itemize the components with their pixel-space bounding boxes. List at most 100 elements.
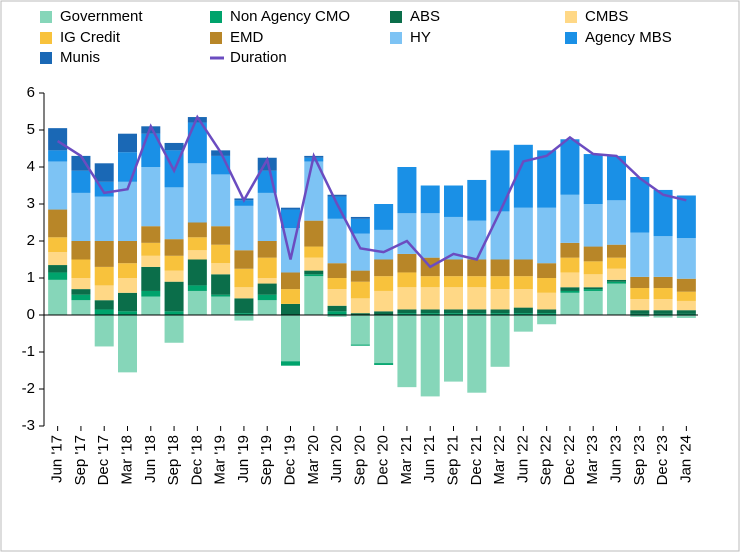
bar-segment bbox=[513, 307, 533, 314]
bar-segment bbox=[676, 278, 696, 292]
bar-segment bbox=[583, 289, 603, 291]
bar-segment bbox=[513, 259, 533, 277]
legend-label: Government bbox=[60, 8, 143, 25]
bar-segment bbox=[583, 287, 603, 290]
bar-segment bbox=[653, 189, 673, 237]
x-tick-label: Dec '21 bbox=[468, 435, 485, 485]
legend-swatch bbox=[40, 32, 52, 44]
bar-segment bbox=[211, 174, 231, 227]
bar-segment bbox=[513, 276, 533, 290]
bar-segment bbox=[560, 272, 580, 288]
bar-segment bbox=[304, 276, 324, 315]
bar-segment bbox=[630, 299, 650, 311]
bar-segment bbox=[374, 276, 394, 291]
bar-segment bbox=[444, 276, 463, 288]
bar-segment bbox=[397, 253, 417, 273]
bar-segment bbox=[48, 252, 68, 266]
legend-label: ABS bbox=[410, 8, 440, 25]
legend-label: Non Agency CMO bbox=[230, 8, 350, 25]
bar-segment bbox=[653, 313, 673, 315]
bar-segment bbox=[420, 185, 440, 214]
bar-segment bbox=[490, 150, 510, 212]
bar-segment bbox=[234, 268, 254, 288]
bar-segment bbox=[374, 315, 394, 364]
bar-segment bbox=[211, 263, 231, 275]
bar-segment bbox=[653, 236, 673, 277]
bar-segment bbox=[607, 268, 626, 280]
bar-segment bbox=[257, 192, 277, 241]
bar-segment bbox=[374, 229, 394, 260]
bar-segment bbox=[257, 241, 277, 258]
bar-segment bbox=[281, 361, 300, 366]
bar-segment bbox=[234, 205, 254, 251]
bar-segment bbox=[304, 220, 324, 247]
bar-segment bbox=[281, 303, 300, 315]
bar-segment bbox=[560, 292, 580, 315]
bar-segment bbox=[48, 128, 68, 151]
bar-segment bbox=[327, 218, 347, 264]
bar-segment bbox=[94, 300, 114, 310]
bar-segment bbox=[211, 244, 231, 264]
bar-segment bbox=[94, 309, 114, 315]
bar-segment bbox=[234, 287, 254, 299]
y-tick-label: 3 bbox=[27, 195, 35, 212]
x-tick-label: Jan '24 bbox=[677, 435, 694, 483]
bar-segment bbox=[118, 241, 137, 264]
bar-segment bbox=[234, 200, 254, 206]
bar-segment bbox=[537, 150, 557, 208]
bar-segment bbox=[350, 218, 370, 234]
bar-segment bbox=[234, 298, 254, 314]
bar-segment bbox=[397, 287, 417, 310]
bar-segment bbox=[164, 270, 184, 282]
bar-segment bbox=[607, 155, 626, 201]
bar-segment bbox=[490, 276, 510, 290]
bar-segment bbox=[71, 289, 91, 295]
x-tick-label: Mar '18 bbox=[118, 435, 135, 485]
bar-segment bbox=[71, 155, 91, 171]
x-tick-label: Mar '21 bbox=[398, 435, 415, 485]
x-tick-label: Dec '22 bbox=[561, 435, 578, 485]
bar-segment bbox=[164, 315, 184, 343]
bar-segment bbox=[583, 261, 603, 275]
bar-segment bbox=[304, 274, 324, 277]
y-tick-label: 2 bbox=[27, 232, 35, 249]
bar-segment bbox=[257, 278, 277, 284]
bar-segment bbox=[94, 163, 114, 182]
bar-segment bbox=[630, 232, 650, 277]
bar-segment bbox=[676, 291, 696, 301]
legend-label: EMD bbox=[230, 29, 264, 46]
bar-segment bbox=[350, 313, 370, 315]
bar-segment bbox=[490, 259, 510, 277]
bar-segment bbox=[444, 315, 463, 382]
bar-segment bbox=[118, 278, 137, 293]
bar-segment bbox=[281, 289, 300, 304]
bar-segment bbox=[164, 187, 184, 240]
bar-segment bbox=[71, 241, 91, 260]
bar-segment bbox=[374, 290, 394, 312]
bar-segment bbox=[141, 266, 161, 291]
x-tick-label: Sep '19 bbox=[258, 435, 275, 485]
bar-segment bbox=[420, 276, 440, 288]
bar-segment bbox=[630, 310, 650, 314]
bar-segment bbox=[490, 289, 510, 310]
bar-segment bbox=[513, 207, 533, 260]
bar-segment bbox=[607, 283, 626, 315]
bar-segment bbox=[327, 263, 347, 278]
bar-segment bbox=[304, 246, 324, 258]
bar-segment bbox=[257, 257, 277, 278]
bar-segment bbox=[71, 300, 91, 315]
bar-segment bbox=[327, 305, 347, 312]
bar-segment bbox=[560, 287, 580, 291]
bar-segment bbox=[676, 310, 696, 314]
bar-segment bbox=[444, 259, 463, 277]
bar-segment bbox=[374, 204, 394, 230]
bar-segment bbox=[444, 309, 463, 314]
bar-segment bbox=[48, 161, 68, 210]
bar-segment bbox=[583, 274, 603, 288]
bar-segment bbox=[141, 255, 161, 267]
bar-segment bbox=[583, 204, 603, 247]
x-tick-label: Mar '23 bbox=[584, 435, 601, 485]
bar-segment bbox=[676, 313, 696, 315]
bar-segment bbox=[281, 209, 300, 229]
x-tick-label: Sep '21 bbox=[444, 435, 461, 485]
